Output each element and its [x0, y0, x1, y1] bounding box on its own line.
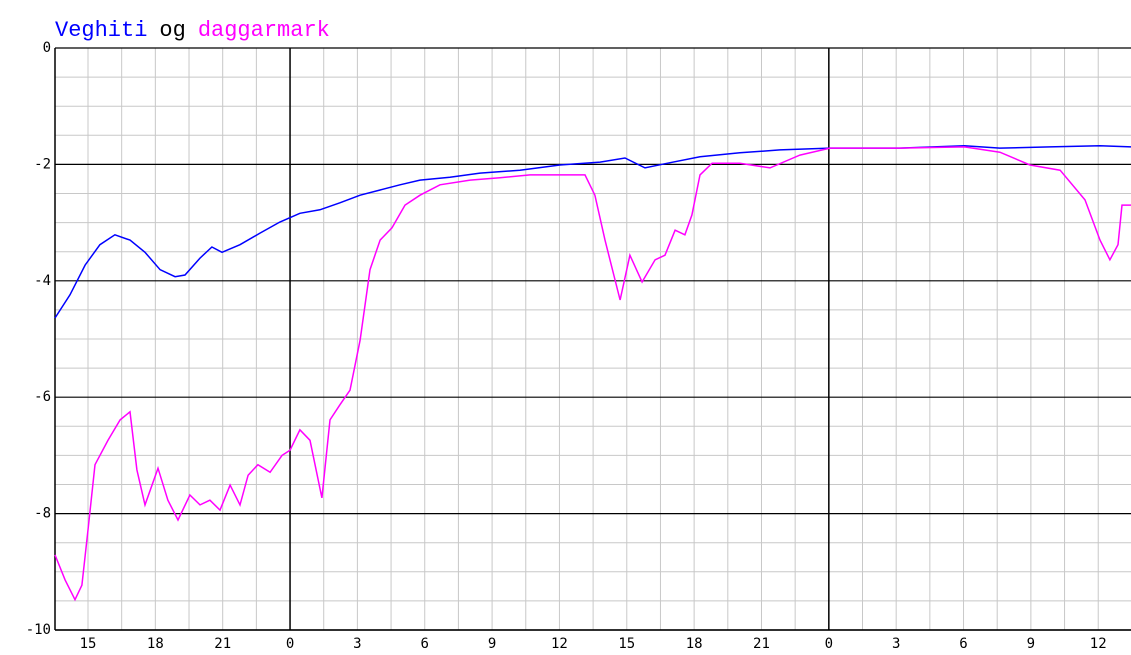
- x-tick-label: 3: [892, 636, 900, 652]
- y-tick-label: -4: [34, 273, 51, 289]
- legend-entry: daggarmark: [198, 18, 330, 43]
- legend-joiner: og: [159, 18, 185, 43]
- x-tick-label: 9: [488, 636, 496, 652]
- x-tick-label: 21: [214, 636, 231, 652]
- y-tick-label: -6: [34, 389, 51, 405]
- series-line: [54, 146, 1131, 602]
- x-tick-label: 0: [825, 636, 833, 652]
- y-tick-label: -2: [34, 156, 51, 172]
- y-tick-label: -8: [34, 506, 51, 522]
- x-tick-label: 3: [353, 636, 361, 652]
- x-tick-label: 12: [1090, 636, 1107, 652]
- x-tick-label: 15: [80, 636, 97, 652]
- x-tick-label: 6: [421, 636, 429, 652]
- x-tick-label: 0: [286, 636, 294, 652]
- x-tick-label: 18: [147, 636, 164, 652]
- x-tick-label: 21: [753, 636, 770, 652]
- x-tick-label: 18: [686, 636, 703, 652]
- legend-entry: Veghiti: [55, 18, 147, 43]
- x-tick-label: 9: [1027, 636, 1035, 652]
- y-tick-label: 0: [43, 40, 51, 56]
- x-tick-label: 15: [618, 636, 635, 652]
- series-line: [54, 145, 1131, 319]
- x-tick-label: 6: [959, 636, 967, 652]
- x-tick-label: 12: [551, 636, 568, 652]
- y-tick-label: -10: [26, 622, 51, 638]
